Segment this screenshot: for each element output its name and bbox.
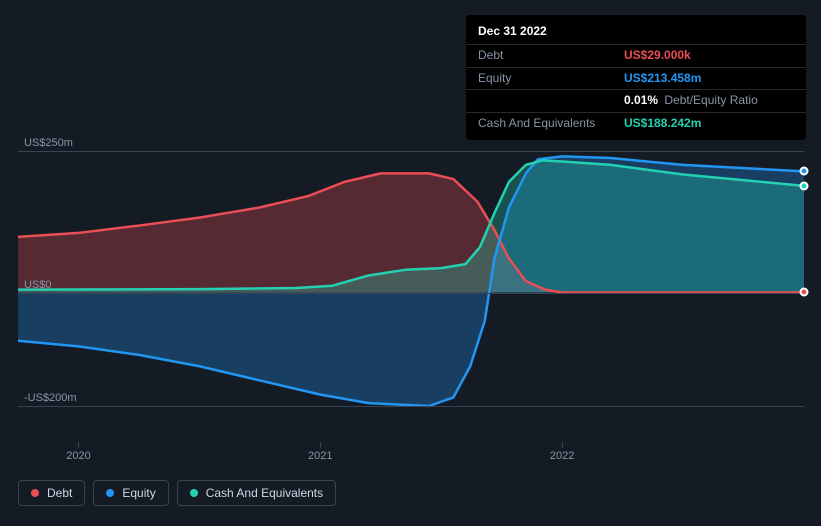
legend-item-equity[interactable]: Equity xyxy=(93,480,168,506)
series-end-marker-cash xyxy=(800,181,809,190)
tooltip-row-label xyxy=(478,92,608,109)
tooltip-row-label: Cash And Equivalents xyxy=(478,115,608,132)
tooltip-row: 0.01% Debt/Equity Ratio xyxy=(466,89,806,111)
legend-label: Cash And Equivalents xyxy=(206,486,323,500)
tooltip-ratio-value: 0.01% xyxy=(624,93,658,107)
y-axis-label: -US$200m xyxy=(24,392,77,406)
series-end-marker-equity xyxy=(800,167,809,176)
tooltip-row: Equity US$213.458m xyxy=(466,67,806,89)
chart-plot-area[interactable]: US$250mUS$0-US$200m xyxy=(18,145,804,440)
series-end-marker-debt xyxy=(800,288,809,297)
tooltip-row-value: US$213.458m xyxy=(624,70,701,87)
x-tick xyxy=(78,442,79,448)
legend-dot-icon xyxy=(31,489,39,497)
legend-item-debt[interactable]: Debt xyxy=(18,480,85,506)
legend-item-cash[interactable]: Cash And Equivalents xyxy=(177,480,336,506)
chart-legend: Debt Equity Cash And Equivalents xyxy=(18,480,336,506)
tooltip-ratio: 0.01% Debt/Equity Ratio xyxy=(624,92,758,109)
x-axis-label: 2021 xyxy=(308,450,332,462)
x-axis-label: 2022 xyxy=(550,450,574,462)
y-gridline xyxy=(18,151,804,152)
series-line-equity xyxy=(18,156,804,406)
legend-label: Debt xyxy=(47,486,72,500)
tooltip-date: Dec 31 2022 xyxy=(466,21,806,44)
tooltip-row-label: Equity xyxy=(478,70,608,87)
tooltip-ratio-label: Debt/Equity Ratio xyxy=(661,93,758,107)
x-axis-label: 2020 xyxy=(66,450,90,462)
legend-label: Equity xyxy=(122,486,155,500)
tooltip-row-label: Debt xyxy=(478,47,608,64)
y-gridline xyxy=(18,406,804,407)
y-axis-label: US$0 xyxy=(24,279,52,293)
x-tick xyxy=(320,442,321,448)
tooltip-row-value: US$29.000k xyxy=(624,47,691,64)
tooltip-row: Cash And Equivalents US$188.242m xyxy=(466,112,806,134)
chart-tooltip: Dec 31 2022 Debt US$29.000k Equity US$213.4… xyxy=(466,15,806,140)
tooltip-row: Debt US$29.000k xyxy=(466,44,806,66)
y-axis-label: US$250m xyxy=(24,137,73,151)
debt-equity-chart[interactable]: US$250m US$0 -US$200m 2020 2021 2022 xyxy=(18,120,804,480)
y-gridline xyxy=(18,293,804,294)
series-line-debt xyxy=(18,173,804,292)
legend-dot-icon xyxy=(106,489,114,497)
tooltip-row-value: US$188.242m xyxy=(624,115,701,132)
x-tick xyxy=(562,442,563,448)
x-axis: 2020 2021 2022 xyxy=(18,442,804,462)
legend-dot-icon xyxy=(190,489,198,497)
